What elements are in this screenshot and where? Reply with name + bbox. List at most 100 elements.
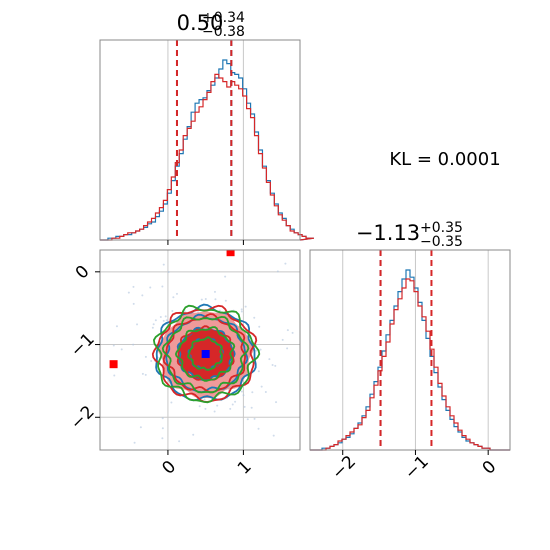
- sample-point: [291, 331, 294, 334]
- sample-point: [257, 427, 260, 430]
- sample-point: [167, 271, 170, 274]
- sample-point: [272, 434, 275, 437]
- sample-point: [162, 319, 165, 322]
- sample-point: [178, 440, 181, 443]
- sample-point: [127, 291, 130, 294]
- sample-point: [243, 405, 246, 408]
- sample-point: [132, 343, 135, 346]
- sample-point: [273, 235, 275, 237]
- x-tick-label: 1: [234, 457, 256, 479]
- sample-point: [141, 372, 144, 375]
- sample-point: [260, 385, 263, 388]
- sample-point: [165, 319, 168, 322]
- sample-point: [175, 292, 178, 295]
- sample-point: [218, 309, 221, 312]
- sample-point: [150, 359, 153, 362]
- sample-point: [170, 401, 173, 404]
- marker: [109, 360, 118, 369]
- sample-point: [139, 426, 142, 429]
- sample-point: [349, 353, 351, 355]
- sample-point: [231, 403, 234, 406]
- sample-point: [276, 270, 279, 273]
- sample-point: [132, 302, 135, 305]
- histogram-red: [310, 278, 510, 451]
- sample-point: [144, 355, 147, 358]
- sample-point: [161, 437, 164, 440]
- sample-point: [259, 348, 262, 351]
- sample-point: [240, 310, 243, 313]
- sample-point: [164, 315, 167, 318]
- marginal-1-title-minus: −0.38: [202, 24, 245, 40]
- x-tick-label: 0: [158, 457, 180, 479]
- sample-point: [115, 325, 118, 328]
- sample-point: [213, 410, 216, 413]
- contour-line: [152, 304, 261, 404]
- sample-point: [149, 286, 152, 289]
- sample-point: [281, 338, 284, 341]
- sample-point: [251, 391, 254, 394]
- marginal-2-title-minus: −0.35: [420, 234, 463, 250]
- axes-frame: [99, 39, 301, 241]
- sample-point: [253, 417, 256, 420]
- sample-point: [161, 417, 164, 420]
- sample-point: [257, 370, 260, 373]
- sample-point: [159, 315, 162, 318]
- sample-point: [284, 262, 287, 265]
- y-tick-label: 0: [72, 262, 94, 284]
- sample-point: [161, 285, 164, 288]
- axes-frame: [99, 249, 301, 451]
- marker: [201, 350, 210, 358]
- sample-point: [286, 329, 289, 332]
- sample-point: [264, 391, 267, 394]
- sample-point: [120, 348, 123, 351]
- sample-point: [216, 404, 219, 407]
- sample-point: [213, 290, 216, 293]
- sample-point: [229, 407, 232, 410]
- marginal-2-title-value: −1.13: [356, 221, 420, 245]
- sample-point: [242, 394, 245, 397]
- sample-point: [151, 326, 154, 329]
- sample-point: [171, 309, 174, 312]
- contour-line: [151, 304, 258, 403]
- marginal-1-title-plus: +0.34: [202, 10, 245, 26]
- sample-point: [203, 398, 206, 401]
- axes-frame: [309, 249, 511, 451]
- sample-point: [214, 298, 217, 301]
- contour-line: [174, 326, 236, 382]
- sample-point: [275, 401, 278, 404]
- sample-point: [274, 364, 277, 367]
- sample-point: [152, 323, 155, 326]
- sample-point: [268, 358, 271, 361]
- histogram-blue: [310, 269, 510, 451]
- sample-point: [240, 390, 243, 393]
- marker: [226, 250, 235, 257]
- marginal-1-title-value: 0.50: [177, 11, 224, 35]
- sample-point: [286, 347, 289, 350]
- sample-point: [192, 531, 194, 533]
- sample-point: [253, 316, 256, 319]
- sample-point: [144, 373, 147, 376]
- sample-point: [112, 344, 115, 347]
- joint-panel: 0 1 0 −1 −2: [67, 235, 351, 533]
- sample-point: [204, 298, 207, 301]
- histogram-blue: [100, 59, 315, 241]
- sample-point: [224, 275, 227, 278]
- sample-point: [250, 406, 253, 409]
- sample-point: [224, 299, 227, 302]
- sample-point: [198, 405, 201, 408]
- sample-point: [204, 407, 207, 410]
- x-tick-label: −1: [401, 452, 433, 484]
- contour-line: [187, 336, 223, 371]
- histogram-red: [100, 73, 315, 241]
- sample-point: [132, 285, 135, 288]
- joint-plot-area: [100, 235, 351, 533]
- sample-point: [154, 319, 157, 322]
- y-tick-label: −1: [67, 329, 99, 361]
- marginal-2-title-plus: +0.35: [420, 220, 463, 236]
- sample-point: [258, 325, 261, 328]
- marginal-panel-2: −1.13 +0.35 −0.35 −2 −1 0: [309, 220, 511, 484]
- sample-point: [190, 461, 192, 463]
- sample-point: [192, 433, 195, 436]
- sample-point: [255, 349, 258, 352]
